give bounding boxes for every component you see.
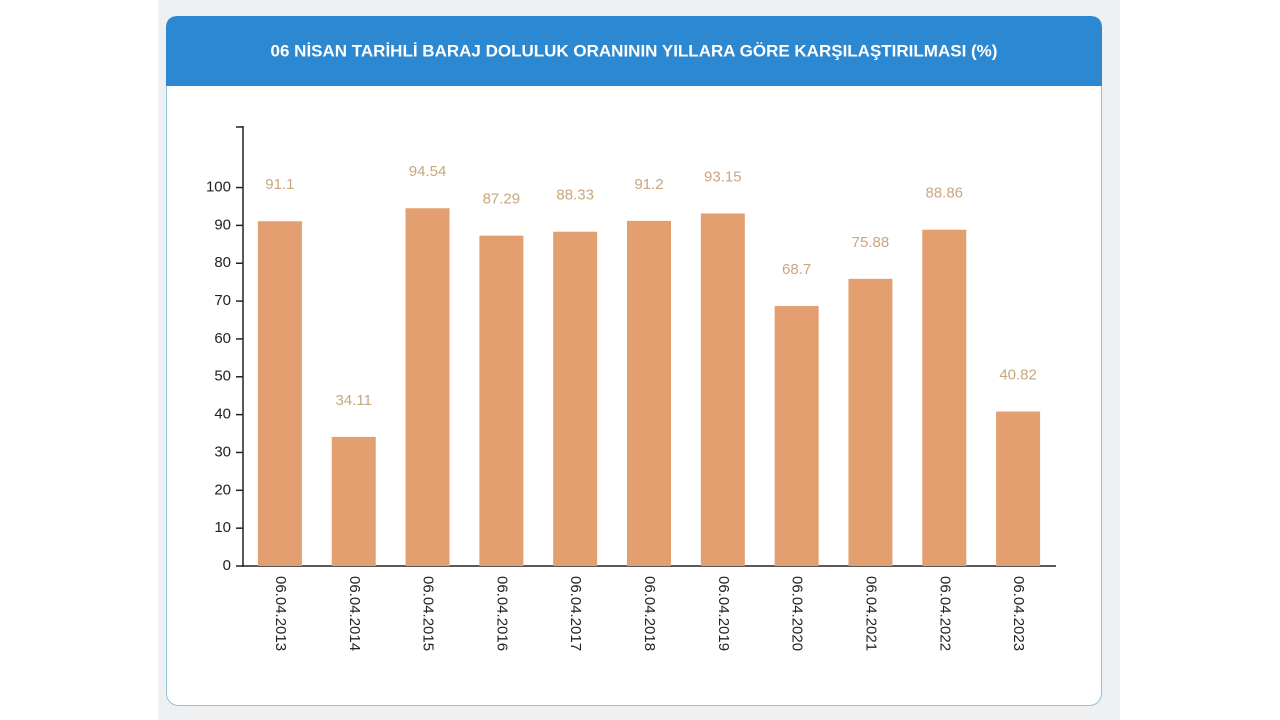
- chart-title: 06 NİSAN TARİHLİ BARAJ DOLULUK ORANININ …: [271, 41, 998, 60]
- y-tick-label: 100: [206, 179, 231, 196]
- x-tick-label: 06.04.2013: [272, 576, 289, 651]
- value-label: 34.11: [336, 392, 372, 409]
- value-label: 87.29: [483, 191, 521, 208]
- y-tick-label: 60: [214, 330, 231, 347]
- bar: [257, 221, 302, 566]
- x-tick-label: 06.04.2019: [715, 576, 732, 651]
- bar: [479, 235, 524, 566]
- bar: [627, 220, 671, 567]
- x-tick-label: 06.04.2018: [641, 576, 658, 651]
- y-tick-label: 80: [214, 254, 231, 271]
- y-tick-label: 30: [214, 443, 231, 460]
- x-tick-label: 06.04.2014: [346, 576, 363, 651]
- y-tick-label: 20: [214, 481, 231, 498]
- y-tick-label: 70: [214, 292, 231, 309]
- value-label: 94.54: [409, 163, 447, 180]
- x-tick-label: 06.04.2023: [1010, 576, 1027, 651]
- y-tick-label: 90: [214, 216, 231, 233]
- bar: [848, 278, 893, 566]
- value-label: 93.15: [704, 168, 742, 185]
- x-tick-label: 06.04.2022: [936, 576, 953, 651]
- value-label: 91.2: [634, 176, 663, 193]
- bar: [922, 229, 967, 566]
- bar: [700, 213, 745, 566]
- value-label: 91.1: [265, 176, 294, 193]
- y-tick-label: 10: [214, 519, 231, 536]
- bar: [331, 436, 376, 566]
- value-label: 40.82: [999, 366, 1037, 383]
- x-tick-label: 06.04.2016: [493, 576, 510, 651]
- x-tick-label: 06.04.2015: [420, 576, 437, 651]
- x-tick-label: 06.04.2021: [862, 576, 879, 651]
- bar: [405, 208, 450, 566]
- bar: [996, 411, 1041, 566]
- y-tick-label: 0: [223, 557, 231, 574]
- x-tick-label: 06.04.2020: [789, 576, 806, 651]
- value-label: 88.86: [925, 185, 963, 202]
- value-label: 75.88: [852, 234, 890, 251]
- value-label: 88.33: [556, 187, 594, 204]
- y-tick-label: 50: [214, 368, 231, 385]
- card-header: [166, 16, 1102, 86]
- x-tick-label: 06.04.2017: [567, 576, 584, 651]
- bar: [553, 231, 598, 566]
- y-tick-label: 40: [214, 406, 231, 423]
- bar: [774, 306, 819, 566]
- value-label: 68.7: [782, 261, 811, 278]
